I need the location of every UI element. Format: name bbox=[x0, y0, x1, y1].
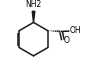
Text: O: O bbox=[64, 36, 69, 45]
Text: OH: OH bbox=[69, 26, 81, 35]
Text: NH2: NH2 bbox=[25, 0, 42, 9]
Polygon shape bbox=[32, 11, 35, 22]
